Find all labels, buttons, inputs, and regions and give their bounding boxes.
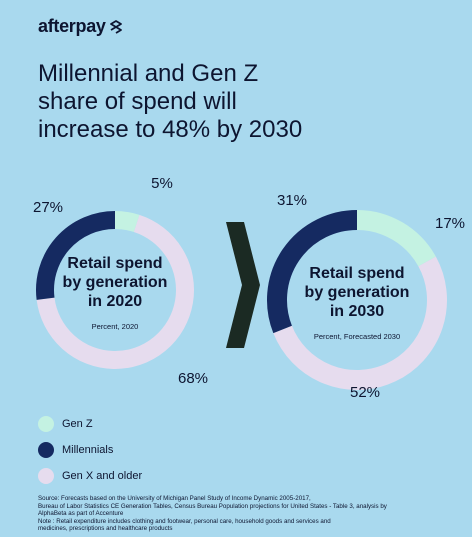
legend-label: Gen X and older bbox=[62, 470, 143, 482]
legend-item-gen-z: Gen Z bbox=[38, 412, 142, 436]
data-label-gen-z: 5% bbox=[151, 175, 173, 192]
data-label-gen-z: 17% bbox=[435, 215, 465, 232]
chart-subtitle: Percent, Forecasted 2030 bbox=[314, 332, 400, 341]
legend-swatch-gen-z bbox=[38, 416, 54, 432]
page-title: Millennial and Gen Z share of spend will… bbox=[38, 60, 438, 144]
data-label-millennials: 31% bbox=[277, 192, 307, 209]
note-line: medicines, prescriptions and healthcare … bbox=[38, 525, 173, 533]
chart-title-line: Retail spend bbox=[67, 255, 162, 272]
donut-segment-gen-x-and-older bbox=[36, 214, 194, 369]
data-label-gen-x-and-older: 68% bbox=[178, 370, 208, 387]
source-line: Bureau of Labor Statistics CE Generation… bbox=[38, 502, 387, 510]
legend-swatch-gen-x-and-older bbox=[38, 468, 54, 484]
donut-segment-gen-z bbox=[114, 211, 140, 233]
donut-chart-2020: 5% 27% 68% Retail spend by generation in 2020… bbox=[33, 175, 208, 387]
legend-item-gen-x-and-older: Gen X and older bbox=[38, 464, 142, 488]
chart-title-line: by generation bbox=[63, 274, 168, 291]
donut-segment-gen-x-and-older bbox=[273, 256, 447, 390]
chart-subtitle: Percent, 2020 bbox=[92, 322, 139, 331]
donut-segment-millennials bbox=[267, 210, 358, 334]
chart-title-line: in 2020 bbox=[88, 293, 142, 310]
legend-item-millennials: Millennials bbox=[38, 438, 142, 462]
data-label-gen-x-and-older: 52% bbox=[350, 384, 380, 401]
chart-title-line: by generation bbox=[305, 284, 410, 301]
legend-label: Gen Z bbox=[62, 418, 93, 430]
afterpay-logo: afterpay bbox=[38, 16, 124, 37]
legend: Gen Z Millennials Gen X and older bbox=[38, 412, 142, 490]
title-line-2: share of spend will bbox=[38, 88, 237, 115]
chevron-right-icon bbox=[226, 222, 260, 348]
donut-segment-gen-z bbox=[356, 210, 436, 267]
legend-label: Millennials bbox=[62, 444, 114, 456]
chart-title-line: in 2030 bbox=[330, 303, 384, 320]
brand-name: afterpay bbox=[38, 16, 106, 36]
legend-swatch-millennials bbox=[38, 442, 54, 458]
chart-title-line: Retail spend bbox=[309, 265, 404, 282]
afterpay-arrows-icon bbox=[109, 19, 122, 34]
donut-segment-millennials bbox=[36, 211, 116, 300]
title-line-3: increase to 48% by 2030 bbox=[38, 116, 303, 143]
data-label-millennials: 27% bbox=[33, 199, 63, 216]
source-line: Source: Forecasts based on the Universit… bbox=[38, 495, 311, 502]
source-line: AlphaBeta as part of Accenture bbox=[38, 510, 124, 518]
source-note: Source: Forecasts based on the Universit… bbox=[38, 495, 468, 533]
note-line: Note : Retail expenditure includes cloth… bbox=[38, 517, 331, 525]
title-line-1: Millennial and Gen Z bbox=[38, 60, 259, 87]
donut-chart-2030: 17% 31% 52% Retail spend by generation in 203… bbox=[267, 192, 465, 401]
